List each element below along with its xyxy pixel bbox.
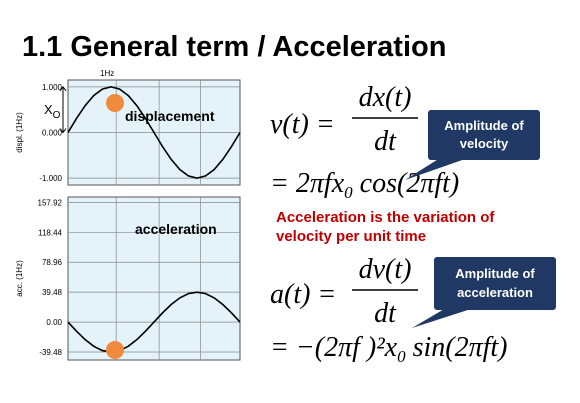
amplitude-label: XO <box>44 102 61 121</box>
note-text: velocity per unit time <box>276 228 426 245</box>
equation-subscript: 0 <box>344 183 353 202</box>
amplitude-arrow <box>59 86 67 134</box>
amplitude-subscript: O <box>53 110 61 121</box>
callout-text: acceleration <box>457 285 533 300</box>
equation-result: = 2πfx0 cos(2πft) <box>270 168 459 202</box>
equation-numerator: dx(t) <box>359 82 412 113</box>
charts: 1.000 0.000 -1.000 displ. (1Hz) 1Hz displacem… <box>15 69 241 361</box>
y-axis-label: acc. (1Hz) <box>15 260 24 297</box>
equation-part: = 2πfx <box>270 168 345 199</box>
callout-text: Amplitude of <box>444 118 524 133</box>
callout-pointer <box>405 158 468 180</box>
y-tick-label: -39.48 <box>39 348 62 357</box>
y-tick-label: 157.92 <box>38 198 63 207</box>
annotation: displacement <box>125 108 215 124</box>
equation-part: sin(2πft) <box>406 332 508 363</box>
amplitude-symbol: X <box>44 102 53 117</box>
equation-subscript: 0 <box>397 347 406 366</box>
chart-subtitle: 1Hz <box>100 69 114 78</box>
equation-part: cos(2πft) <box>353 168 460 199</box>
y-tick-label: 39.48 <box>42 288 63 297</box>
equation-denominator: dt <box>374 126 397 157</box>
y-tick-label: 0.00 <box>46 318 62 327</box>
callout-text: velocity <box>460 136 509 151</box>
callout-box <box>434 257 556 310</box>
slide-title: 1.1 General term / Acceleration <box>22 31 446 63</box>
equation-result: = −(2πf )²x0 sin(2πft) <box>270 332 508 366</box>
equation-numerator: dv(t) <box>359 254 412 285</box>
data-line <box>67 291 241 353</box>
equation-part: = −(2πf )²x <box>270 332 398 363</box>
marker-dot <box>106 341 124 359</box>
marker-dot <box>106 94 124 112</box>
y-tick-label: 78.96 <box>42 258 63 267</box>
y-tick-label: 118.44 <box>38 228 62 237</box>
note-text: Acceleration is the variation of <box>276 209 495 226</box>
annotation: acceleration <box>135 221 217 237</box>
plot-area <box>67 196 241 361</box>
equation-lhs: v(t) = <box>270 109 335 140</box>
y-tick-label: -1.000 <box>39 174 62 183</box>
y-tick-label: 1.000 <box>42 83 63 92</box>
y-tick-label: 0.000 <box>42 129 63 138</box>
y-axis-label: displ. (1Hz) <box>15 112 24 153</box>
callout-pointer <box>412 308 474 328</box>
callout-box <box>428 110 540 160</box>
equation-lhs: a(t) = <box>270 279 336 310</box>
callout-text: Amplitude of <box>455 266 535 281</box>
equation-denominator: dt <box>374 298 397 329</box>
data-line <box>67 86 241 179</box>
